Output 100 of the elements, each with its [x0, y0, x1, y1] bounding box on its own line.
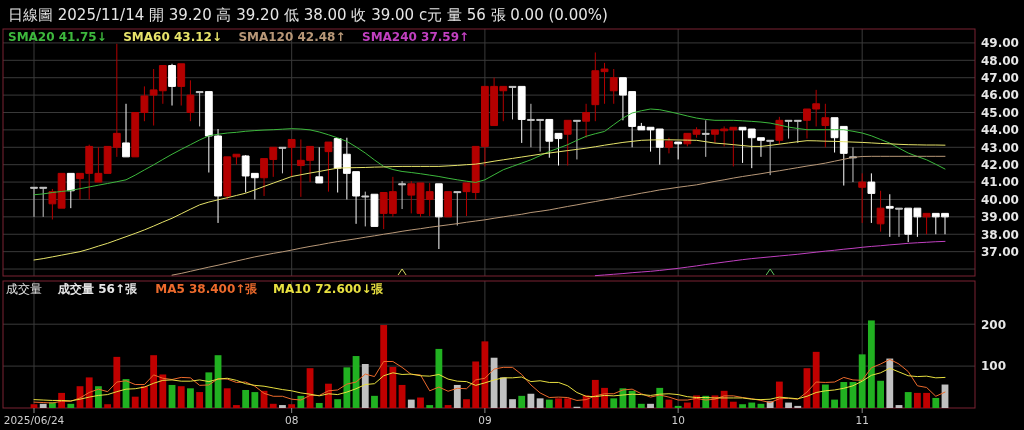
bar	[674, 405, 682, 408]
text: 成交量 56↑張	[57, 282, 138, 296]
candlestick	[563, 119, 572, 167]
y-tick-label: 40.00	[981, 192, 1019, 207]
bar	[509, 399, 516, 408]
y-tick-label: 39.00	[981, 210, 1019, 225]
bar	[610, 398, 618, 408]
bar	[932, 397, 940, 408]
candlestick	[315, 146, 324, 184]
line-series	[33, 367, 946, 402]
bar	[205, 372, 213, 408]
candlestick	[876, 190, 885, 233]
bar	[223, 388, 231, 408]
y-tick-label: 200	[981, 317, 1007, 332]
bar	[85, 377, 93, 408]
bar	[555, 398, 562, 408]
bar	[904, 392, 912, 408]
candlestick	[434, 183, 443, 250]
bar	[472, 361, 480, 408]
bar	[895, 405, 903, 408]
text: SMA120 42.48↑	[238, 30, 346, 44]
bar	[279, 405, 286, 408]
candlestick	[370, 193, 379, 227]
candlestick	[582, 103, 591, 139]
y-tick-label: 44.00	[981, 123, 1019, 138]
candlestick	[361, 191, 370, 227]
bar	[334, 399, 342, 408]
bar	[518, 395, 526, 408]
bar	[141, 386, 148, 408]
bar	[435, 348, 443, 408]
candlestick	[573, 119, 581, 160]
y-tick-label: 49.00	[981, 36, 1019, 51]
bar	[591, 379, 599, 408]
bar	[536, 398, 544, 408]
bar	[196, 392, 204, 408]
bar	[877, 380, 884, 408]
bar	[67, 403, 75, 408]
chart-title: 成交量	[6, 282, 42, 296]
bar	[343, 367, 351, 408]
bar	[858, 354, 866, 408]
y-tick-label: 41.00	[981, 175, 1019, 190]
bar	[840, 382, 848, 408]
bar	[775, 381, 783, 408]
y-tick-label: 48.00	[981, 53, 1019, 68]
bar	[269, 403, 277, 408]
bar	[564, 398, 572, 408]
bar	[242, 389, 250, 408]
candlestick	[398, 180, 406, 210]
candlestick	[453, 191, 462, 227]
candlestick	[168, 63, 176, 107]
y-tick-label: 47.00	[981, 71, 1019, 86]
bar	[444, 405, 452, 408]
bar	[453, 384, 461, 408]
bar	[867, 320, 875, 408]
candlestick	[517, 85, 526, 144]
bar	[30, 404, 38, 408]
candlestick	[195, 91, 204, 127]
y-tick-label: 38.00	[981, 227, 1019, 242]
text: MA5 38.400↑張	[155, 282, 259, 296]
x-tick-label: 08	[284, 414, 299, 426]
bar	[647, 403, 654, 408]
candlestick	[885, 193, 894, 238]
bar	[545, 399, 553, 408]
candlestick	[867, 172, 876, 224]
candlestick	[508, 85, 517, 120]
bar	[177, 386, 185, 408]
candlestick	[122, 103, 130, 158]
candlestick	[674, 141, 683, 160]
y-tick-label: 45.00	[981, 105, 1019, 120]
x-tick-label: 09	[478, 414, 492, 426]
bar	[499, 377, 507, 408]
candlestick	[278, 146, 287, 174]
bar	[159, 374, 167, 408]
bar	[251, 392, 259, 408]
candlestick	[444, 191, 452, 218]
bar	[361, 364, 369, 408]
bar	[812, 351, 820, 408]
bar	[490, 357, 498, 408]
y-tick-label: 43.00	[981, 140, 1019, 155]
candlestick	[701, 119, 710, 158]
bar	[683, 402, 691, 408]
candlestick	[858, 172, 867, 224]
text: SMA60 43.12↓	[123, 30, 222, 44]
bar	[748, 402, 756, 408]
candlestick	[609, 68, 618, 105]
bar	[187, 388, 194, 408]
bar	[407, 399, 415, 408]
bar	[463, 399, 470, 408]
line-series	[171, 155, 946, 276]
bar	[288, 404, 296, 408]
line-series	[33, 139, 946, 261]
bar	[39, 403, 47, 408]
line-series	[33, 358, 946, 404]
bar	[389, 366, 397, 408]
bar	[150, 355, 158, 408]
x-tick-label: 2025/06/24	[3, 414, 65, 426]
candlestick	[895, 207, 903, 238]
candlestick	[775, 116, 784, 146]
candlestick	[766, 139, 775, 176]
bar	[113, 356, 121, 408]
